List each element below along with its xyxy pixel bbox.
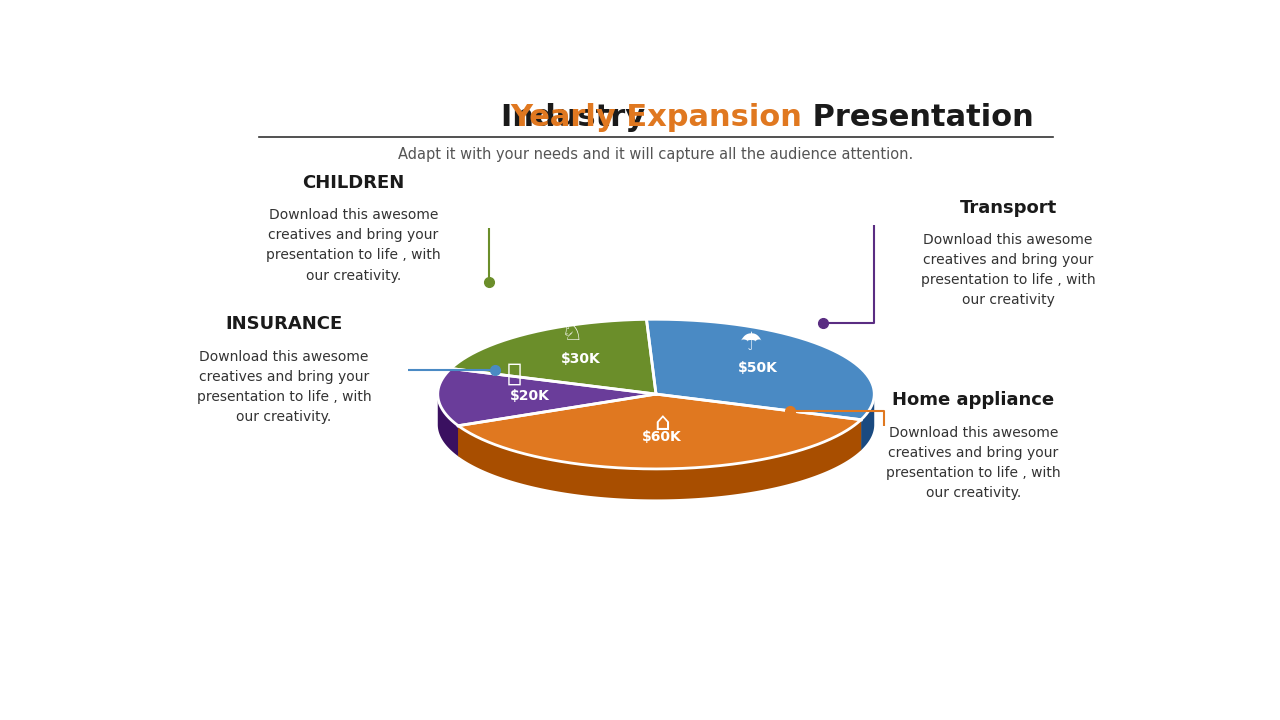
Text: ♘: ♘ — [561, 320, 584, 345]
Text: Home appliance: Home appliance — [892, 391, 1055, 409]
Polygon shape — [657, 394, 861, 450]
Polygon shape — [458, 420, 861, 500]
Text: Yearly Expansion: Yearly Expansion — [509, 103, 803, 132]
Text: ⛟: ⛟ — [507, 362, 522, 386]
Text: Download this awesome
creatives and bring your
presentation to life , with
our c: Download this awesome creatives and brin… — [920, 233, 1096, 307]
Polygon shape — [458, 394, 657, 456]
Text: Adapt it with your needs and it will capture all the audience attention.: Adapt it with your needs and it will cap… — [398, 147, 914, 161]
Text: Transport: Transport — [960, 199, 1057, 217]
Text: $20K: $20K — [509, 389, 549, 403]
Polygon shape — [438, 369, 657, 426]
Polygon shape — [657, 394, 861, 450]
Text: Download this awesome
creatives and bring your
presentation to life , with
our c: Download this awesome creatives and brin… — [886, 426, 1061, 500]
Text: ☂: ☂ — [740, 331, 762, 355]
Text: $30K: $30K — [561, 352, 602, 366]
Text: Presentation: Presentation — [803, 103, 1034, 132]
Text: Industry: Industry — [502, 103, 657, 132]
Text: $60K: $60K — [641, 431, 681, 444]
Polygon shape — [861, 394, 874, 450]
Polygon shape — [646, 319, 874, 420]
Text: INSURANCE: INSURANCE — [225, 315, 343, 333]
Text: Download this awesome
creatives and bring your
presentation to life , with
our c: Download this awesome creatives and brin… — [266, 208, 440, 282]
Text: ⌂: ⌂ — [654, 411, 671, 436]
Polygon shape — [458, 394, 657, 456]
Polygon shape — [458, 394, 861, 469]
Polygon shape — [438, 394, 458, 456]
Text: $50K: $50K — [739, 361, 778, 375]
Text: Download this awesome
creatives and bring your
presentation to life , with
our c: Download this awesome creatives and brin… — [197, 350, 371, 424]
Text: CHILDREN: CHILDREN — [302, 174, 404, 192]
Polygon shape — [451, 319, 657, 394]
